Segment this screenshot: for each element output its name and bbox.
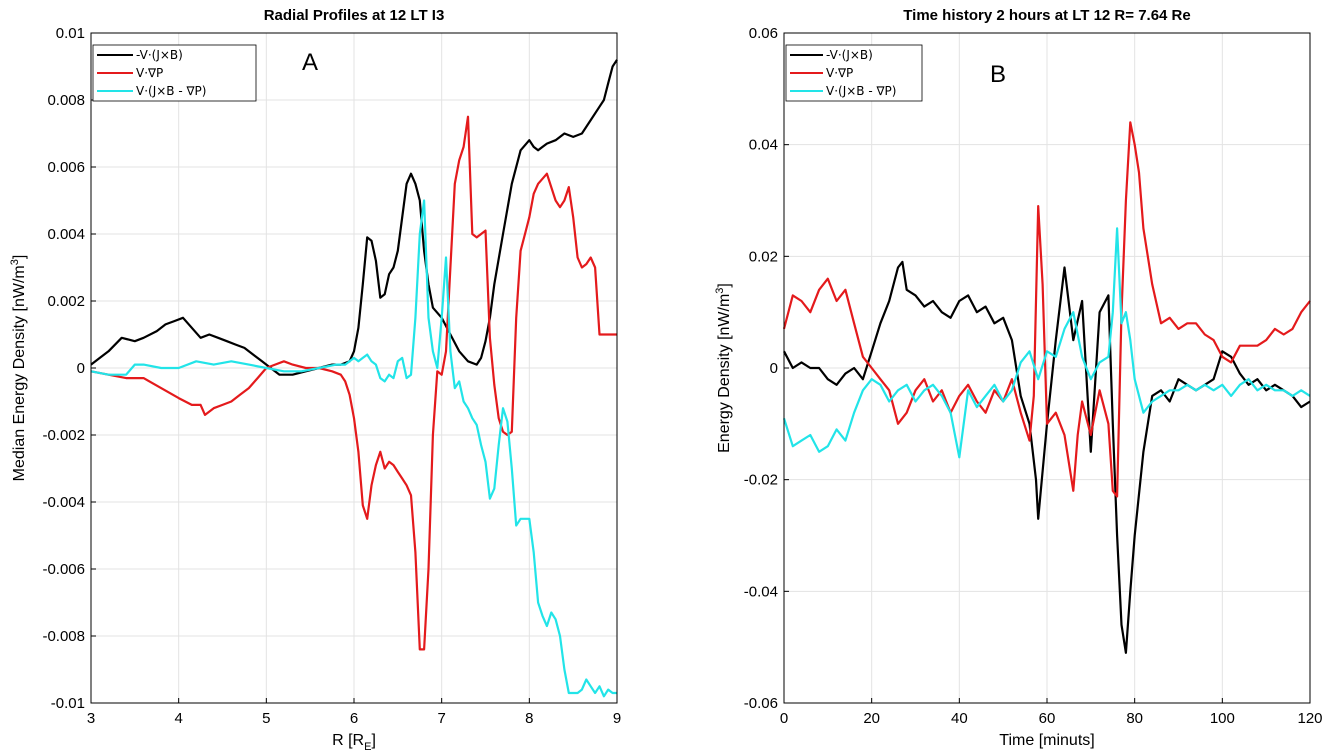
y-axis-label-sup-a: 3 — [9, 259, 21, 265]
x-tick-label-a-6: 9 — [613, 710, 621, 727]
y-tick-label-a-7: 0.004 — [47, 226, 85, 243]
y-tick-label-a-8: 0.006 — [47, 159, 85, 176]
y-tick-label-b-6: 0.06 — [749, 25, 778, 42]
x-tick-label-a-4: 7 — [437, 710, 445, 727]
tick-labels-b: 0 20 40 60 80 100 120 -0.06 -0.04 -0.02 0 0.02 0.04 0… — [744, 25, 1323, 727]
series-line-a-2 — [90, 199, 617, 698]
x-tick-label-b-4: 80 — [1126, 710, 1143, 727]
y-tick-label-a-3: -0.004 — [42, 494, 85, 511]
y-tick-label-a-1: -0.008 — [42, 628, 85, 645]
y-tick-label-b-2: -0.02 — [744, 472, 778, 489]
series-line-b-2 — [782, 227, 1311, 459]
y-axis-label-sup-b: 3 — [714, 288, 726, 294]
chart-title-b: Time history 2 hours at LT 12 R= 7.64 Re — [903, 7, 1190, 24]
series-line-b-1 — [782, 121, 1311, 498]
y-axis-label-a: Median Energy Density [nW/m3] — [9, 255, 28, 482]
series-group-b — [782, 121, 1311, 654]
chart-panel-a: 3 4 5 6 7 8 9 -0.01 -0.008 -0.006 -0.004 -0.002 0 0.0… — [9, 7, 621, 753]
chart-panel-b: 0 20 40 60 80 100 120 -0.06 -0.04 -0.02 0 0.02 0.04 0… — [714, 7, 1323, 749]
y-tick-label-a-5: 0 — [77, 360, 85, 377]
legend-label-b-1: V·∇P — [826, 66, 853, 80]
x-tick-label-b-5: 100 — [1210, 710, 1235, 727]
y-axis-label-close-a: ] — [11, 255, 28, 259]
y-tick-label-b-1: -0.04 — [744, 583, 778, 600]
x-tick-label-a-2: 5 — [262, 710, 270, 727]
x-tick-label-a-1: 4 — [174, 710, 182, 727]
x-axis-label-main-a: R [R — [332, 732, 364, 749]
y-axis-label-main-a: Median Energy Density [nW/m — [11, 265, 28, 481]
legend-label-a-2: V·(J×B - ∇P) — [136, 84, 206, 98]
legend-label-b-2: V·(J×B - ∇P) — [826, 84, 896, 98]
legend-a: -V·(J×B) V·∇P V·(J×B - ∇P) — [92, 44, 257, 102]
y-axis-label-main-b: Energy Density [nW/m — [716, 294, 733, 453]
tick-labels-a: 3 4 5 6 7 8 9 -0.01 -0.008 -0.006 -0.004 -0.002 0 0.0… — [42, 25, 621, 727]
x-axis-label-b: Time [minuts] — [999, 732, 1094, 749]
legend-label-b-0: -V·(J×B) — [826, 48, 873, 62]
x-axis-label-sub-a: E — [364, 741, 371, 753]
x-tick-label-a-5: 8 — [525, 710, 533, 727]
y-tick-label-b-3: 0 — [770, 360, 778, 377]
panel-label-b: B — [990, 61, 1006, 88]
y-tick-label-a-2: -0.006 — [42, 561, 85, 578]
x-axis-label-close-a: ] — [371, 732, 375, 749]
y-tick-label-a-10: 0.01 — [56, 25, 85, 42]
legend-label-a-1: V·∇P — [136, 66, 163, 80]
y-tick-label-a-4: -0.002 — [42, 427, 85, 444]
x-tick-label-b-6: 120 — [1297, 710, 1322, 727]
x-tick-label-a-0: 3 — [87, 710, 95, 727]
y-tick-label-a-0: -0.01 — [51, 695, 85, 712]
y-tick-label-b-4: 0.02 — [749, 248, 778, 265]
series-group-a — [90, 59, 618, 698]
x-tick-label-b-3: 60 — [1039, 710, 1056, 727]
y-axis-label-b: Energy Density [nW/m3] — [714, 283, 733, 453]
x-tick-label-b-1: 20 — [863, 710, 880, 727]
legend-label-a-0: -V·(J×B) — [136, 48, 183, 62]
x-tick-label-b-2: 40 — [951, 710, 968, 727]
chart-title-a: Radial Profiles at 12 LT I3 — [264, 7, 445, 24]
y-tick-label-a-9: 0.008 — [47, 92, 85, 109]
x-axis-label-a: R [RE] — [332, 732, 376, 753]
series-line-a-0 — [90, 59, 618, 376]
series-line-b-0 — [783, 260, 1311, 654]
x-tick-label-a-3: 6 — [350, 710, 358, 727]
y-tick-label-b-0: -0.06 — [744, 695, 778, 712]
x-tick-label-b-0: 0 — [780, 710, 788, 727]
series-line-a-1 — [90, 115, 617, 651]
y-tick-label-b-5: 0.04 — [749, 137, 778, 154]
y-axis-label-close-b: ] — [716, 283, 733, 287]
panel-label-a: A — [302, 49, 318, 76]
legend-b: -V·(J×B) V·∇P V·(J×B - ∇P) — [785, 44, 923, 102]
y-tick-label-a-6: 0.002 — [47, 293, 85, 310]
